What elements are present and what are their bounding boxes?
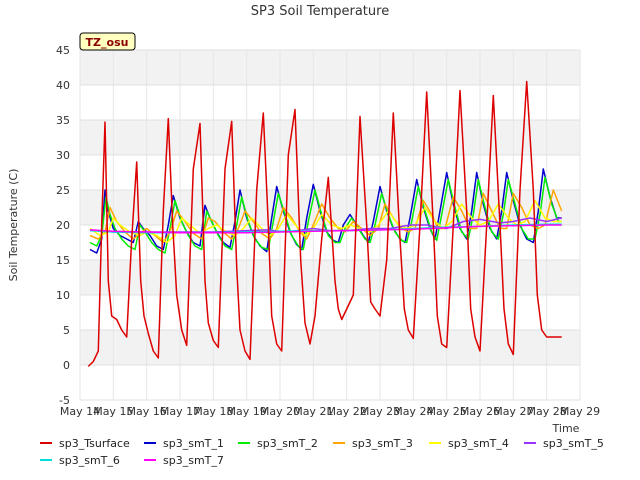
x-tick-label: May 25 (427, 405, 467, 418)
x-tick-label: May 23 (360, 405, 400, 418)
y-tick-label: 25 (56, 184, 70, 197)
series-layer (87, 80, 563, 367)
x-tick-label: May 27 (493, 405, 533, 418)
site-badge: TZ_osu (79, 32, 136, 51)
x-tick-label: May 29 (560, 405, 600, 418)
x-tick-label: May 17 (160, 405, 200, 418)
x-tick-label: May 28 (527, 405, 567, 418)
y-tick-label: 35 (56, 114, 70, 127)
legend-label: sp3_smT_3 (352, 437, 413, 450)
legend-label: sp3_smT_5 (543, 437, 604, 450)
y-tick-label: 45 (56, 44, 70, 57)
legend-label: sp3_smT_1 (163, 437, 224, 450)
y-tick-label: -5 (59, 394, 70, 407)
x-tick-label: May 26 (460, 405, 500, 418)
x-tick-label: May 24 (393, 405, 433, 418)
legend: sp3_Tsurface sp3_smT_1 sp3_smT_2 sp3_smT_3 s… (40, 437, 604, 467)
y-tick-label: 0 (63, 359, 70, 372)
y-tick-label: 5 (63, 324, 70, 337)
x-tick-label: May 22 (327, 405, 367, 418)
plot-band (80, 295, 580, 330)
legend-label: sp3_smT_4 (448, 437, 509, 450)
x-tick-label: May 19 (227, 405, 267, 418)
legend-label: sp3_smT_2 (257, 437, 318, 450)
legend-item-sp3_smT_7: sp3_smT_7 (144, 454, 224, 467)
y-axis-label: Soil Temperature (C) (7, 169, 20, 282)
legend-item-sp3_smT_2: sp3_smT_2 (238, 437, 318, 450)
y-tick-label: 20 (56, 219, 70, 232)
legend-label: sp3_smT_7 (163, 454, 224, 467)
x-tick-label: May 20 (260, 405, 300, 418)
series-line-sp3_smT_7 (89, 224, 562, 234)
x-tick-label: May 16 (127, 405, 167, 418)
series-line-sp3_Tsurface (87, 80, 562, 367)
y-tick-label: 10 (56, 289, 70, 302)
series-line-sp3_smT_2 (89, 176, 562, 254)
plot-band (80, 120, 580, 155)
y-tick-label: 15 (56, 254, 70, 267)
legend-item-sp3_smT_4: sp3_smT_4 (429, 437, 509, 450)
plot-band (80, 260, 580, 295)
y-axis-ticks: -5 0 5 10 15 20 25 30 35 40 45 (56, 44, 70, 407)
legend-item-sp3_smT_6: sp3_smT_6 (40, 454, 120, 467)
legend-item-sp3_Tsurface: sp3_Tsurface (40, 437, 130, 450)
x-tick-label: May 14 (60, 405, 100, 418)
plot-band (80, 330, 580, 365)
plot-band (80, 365, 580, 400)
plot-band (80, 85, 580, 120)
x-axis-label: Time (552, 422, 580, 435)
x-tick-label: May 21 (293, 405, 333, 418)
x-tick-label: May 15 (93, 405, 133, 418)
series-line-sp3_smT_4 (89, 199, 562, 244)
legend-item-sp3_smT_1: sp3_smT_1 (144, 437, 224, 450)
y-tick-label: 40 (56, 79, 70, 92)
legend-item-sp3_smT_5: sp3_smT_5 (524, 437, 604, 450)
site-badge-box (79, 32, 136, 51)
legend-item-sp3_smT_3: sp3_smT_3 (333, 437, 413, 450)
chart-title: SP3 Soil Temperature (251, 4, 389, 19)
y-tick-label: 30 (56, 149, 70, 162)
legend-label: sp3_smT_6 (59, 454, 120, 467)
plot-band (80, 50, 580, 85)
x-tick-label: May 18 (193, 405, 233, 418)
series-line-sp3_smT_3 (89, 189, 563, 244)
site-badge-label: TZ_osu (86, 36, 129, 49)
legend-label: sp3_Tsurface (59, 437, 130, 450)
